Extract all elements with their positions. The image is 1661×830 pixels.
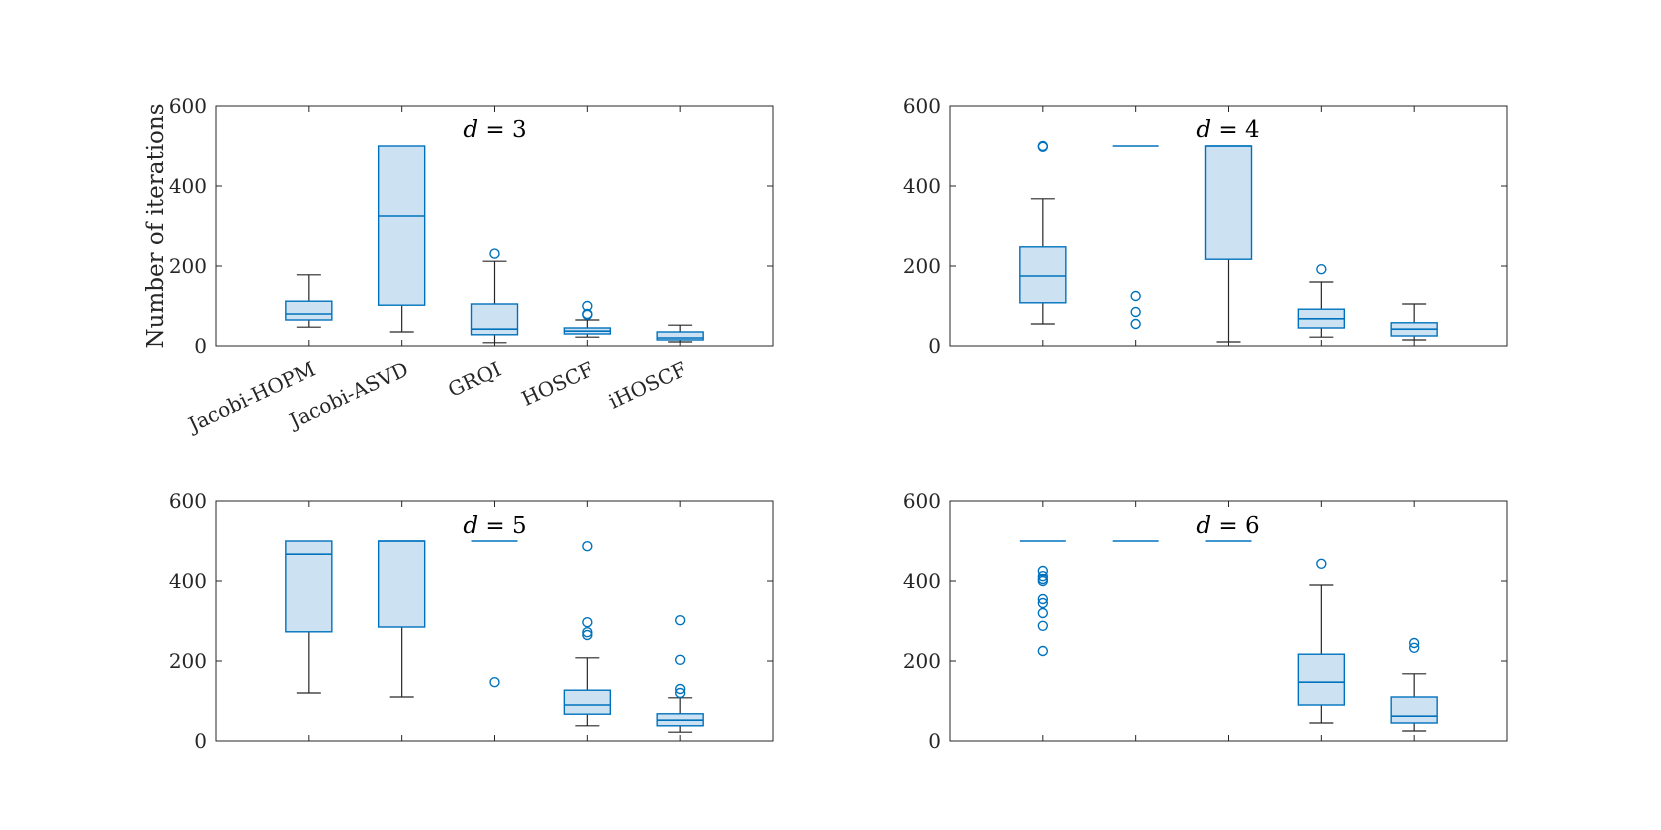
y-tick-label: 400	[903, 569, 941, 593]
y-tick-label: 0	[928, 729, 941, 753]
y-tick-label: 200	[169, 649, 207, 673]
panel-d5: d = 5 0 200 400 600	[169, 489, 774, 753]
panel-d6: d = 6 0 200 400 600	[903, 489, 1508, 753]
y-tick-label: 200	[903, 254, 941, 278]
panel-d3: d = 3 Number of iterations 0200400600Jac…	[143, 94, 774, 437]
box-hoscf	[1297, 264, 1346, 338]
y-tick-label: 600	[903, 94, 941, 118]
x-tick-label: iHOSCF	[605, 357, 691, 414]
outlier-point	[674, 654, 686, 665]
box-iqr	[377, 145, 426, 306]
outlier-point	[1130, 290, 1141, 302]
outlier-point	[1037, 597, 1049, 609]
outlier-point	[1037, 565, 1049, 577]
outlier-point	[1130, 318, 1141, 330]
outlier-point	[582, 629, 593, 641]
outlier-point	[582, 308, 593, 320]
y-tick-label: 0	[194, 729, 207, 753]
box-iqr	[285, 540, 333, 633]
outlier-point	[1037, 645, 1049, 657]
box-grqi	[470, 248, 519, 344]
box-ihoscf	[1390, 303, 1438, 341]
box-iqr	[563, 689, 612, 715]
box-grqi	[471, 540, 518, 688]
box-iqr	[470, 303, 519, 336]
outlier-point	[1037, 620, 1049, 631]
box-grqi	[1204, 145, 1253, 343]
outlier-point	[582, 541, 593, 552]
box-iqr	[1019, 246, 1067, 304]
box-iqr	[1297, 653, 1346, 706]
y-tick-label: 400	[903, 174, 941, 198]
outlier-point	[1037, 140, 1049, 152]
box-jacobi-asvd	[377, 540, 426, 698]
box-iqr	[377, 540, 426, 628]
box-jacobi-asvd	[1112, 145, 1159, 330]
outlier-point	[674, 687, 686, 699]
outlier-point	[1037, 571, 1049, 582]
y-tick-label: 200	[903, 649, 941, 673]
box-jacobi-asvd	[377, 145, 426, 333]
box-jacobi-hopm	[1019, 140, 1067, 325]
y-tick-label: 0	[194, 334, 207, 358]
y-tick-label: 600	[903, 489, 941, 513]
outlier-point	[1037, 607, 1049, 619]
outlier-point	[1408, 642, 1420, 653]
box-jacobi-hopm	[1019, 540, 1066, 657]
outlier-point	[1316, 558, 1327, 569]
box-hoscf	[1297, 558, 1346, 724]
outlier-point	[582, 300, 593, 312]
y-tick-label: 600	[169, 94, 207, 118]
box-iqr	[285, 300, 333, 321]
box-ihoscf	[656, 615, 704, 733]
y-tick-label: 400	[169, 569, 207, 593]
outlier-point	[1037, 573, 1049, 585]
y-tick-label: 400	[169, 174, 207, 198]
panel-d4: d = 4 0 200 400 600	[903, 94, 1508, 358]
y-tick-label: 0	[928, 334, 941, 358]
x-tick-label: GRQI	[444, 357, 504, 402]
outlier-point	[1037, 593, 1049, 605]
panel-title: d = 4	[1196, 117, 1259, 143]
outlier-point	[582, 627, 593, 638]
panel-title: d = 6	[1196, 513, 1259, 539]
y-tick-label: 600	[169, 489, 207, 513]
outlier-point	[489, 677, 500, 688]
outlier-point	[674, 615, 686, 626]
outlier-point	[1316, 264, 1327, 275]
box-ihoscf	[656, 324, 704, 343]
box-ihoscf	[1390, 637, 1438, 732]
box-iqr	[656, 331, 704, 341]
outlier-point	[1408, 637, 1420, 649]
outlier-point	[489, 248, 500, 259]
outlier-point	[674, 683, 686, 695]
outlier-point	[582, 617, 593, 628]
box-jacobi-hopm	[285, 540, 333, 694]
outlier-point	[1130, 306, 1141, 318]
box-jacobi-hopm	[285, 274, 333, 328]
box-hoscf	[563, 541, 612, 727]
box-iqr	[1204, 145, 1253, 260]
panel-title: d = 3	[463, 117, 526, 143]
box-iqr	[1390, 696, 1438, 724]
y-tick-label: 200	[169, 254, 207, 278]
y-axis-label: Number of iterations	[143, 103, 169, 348]
box-hoscf	[563, 300, 612, 338]
panel-title: d = 5	[463, 513, 526, 539]
x-tick-label: HOSCF	[518, 357, 598, 411]
